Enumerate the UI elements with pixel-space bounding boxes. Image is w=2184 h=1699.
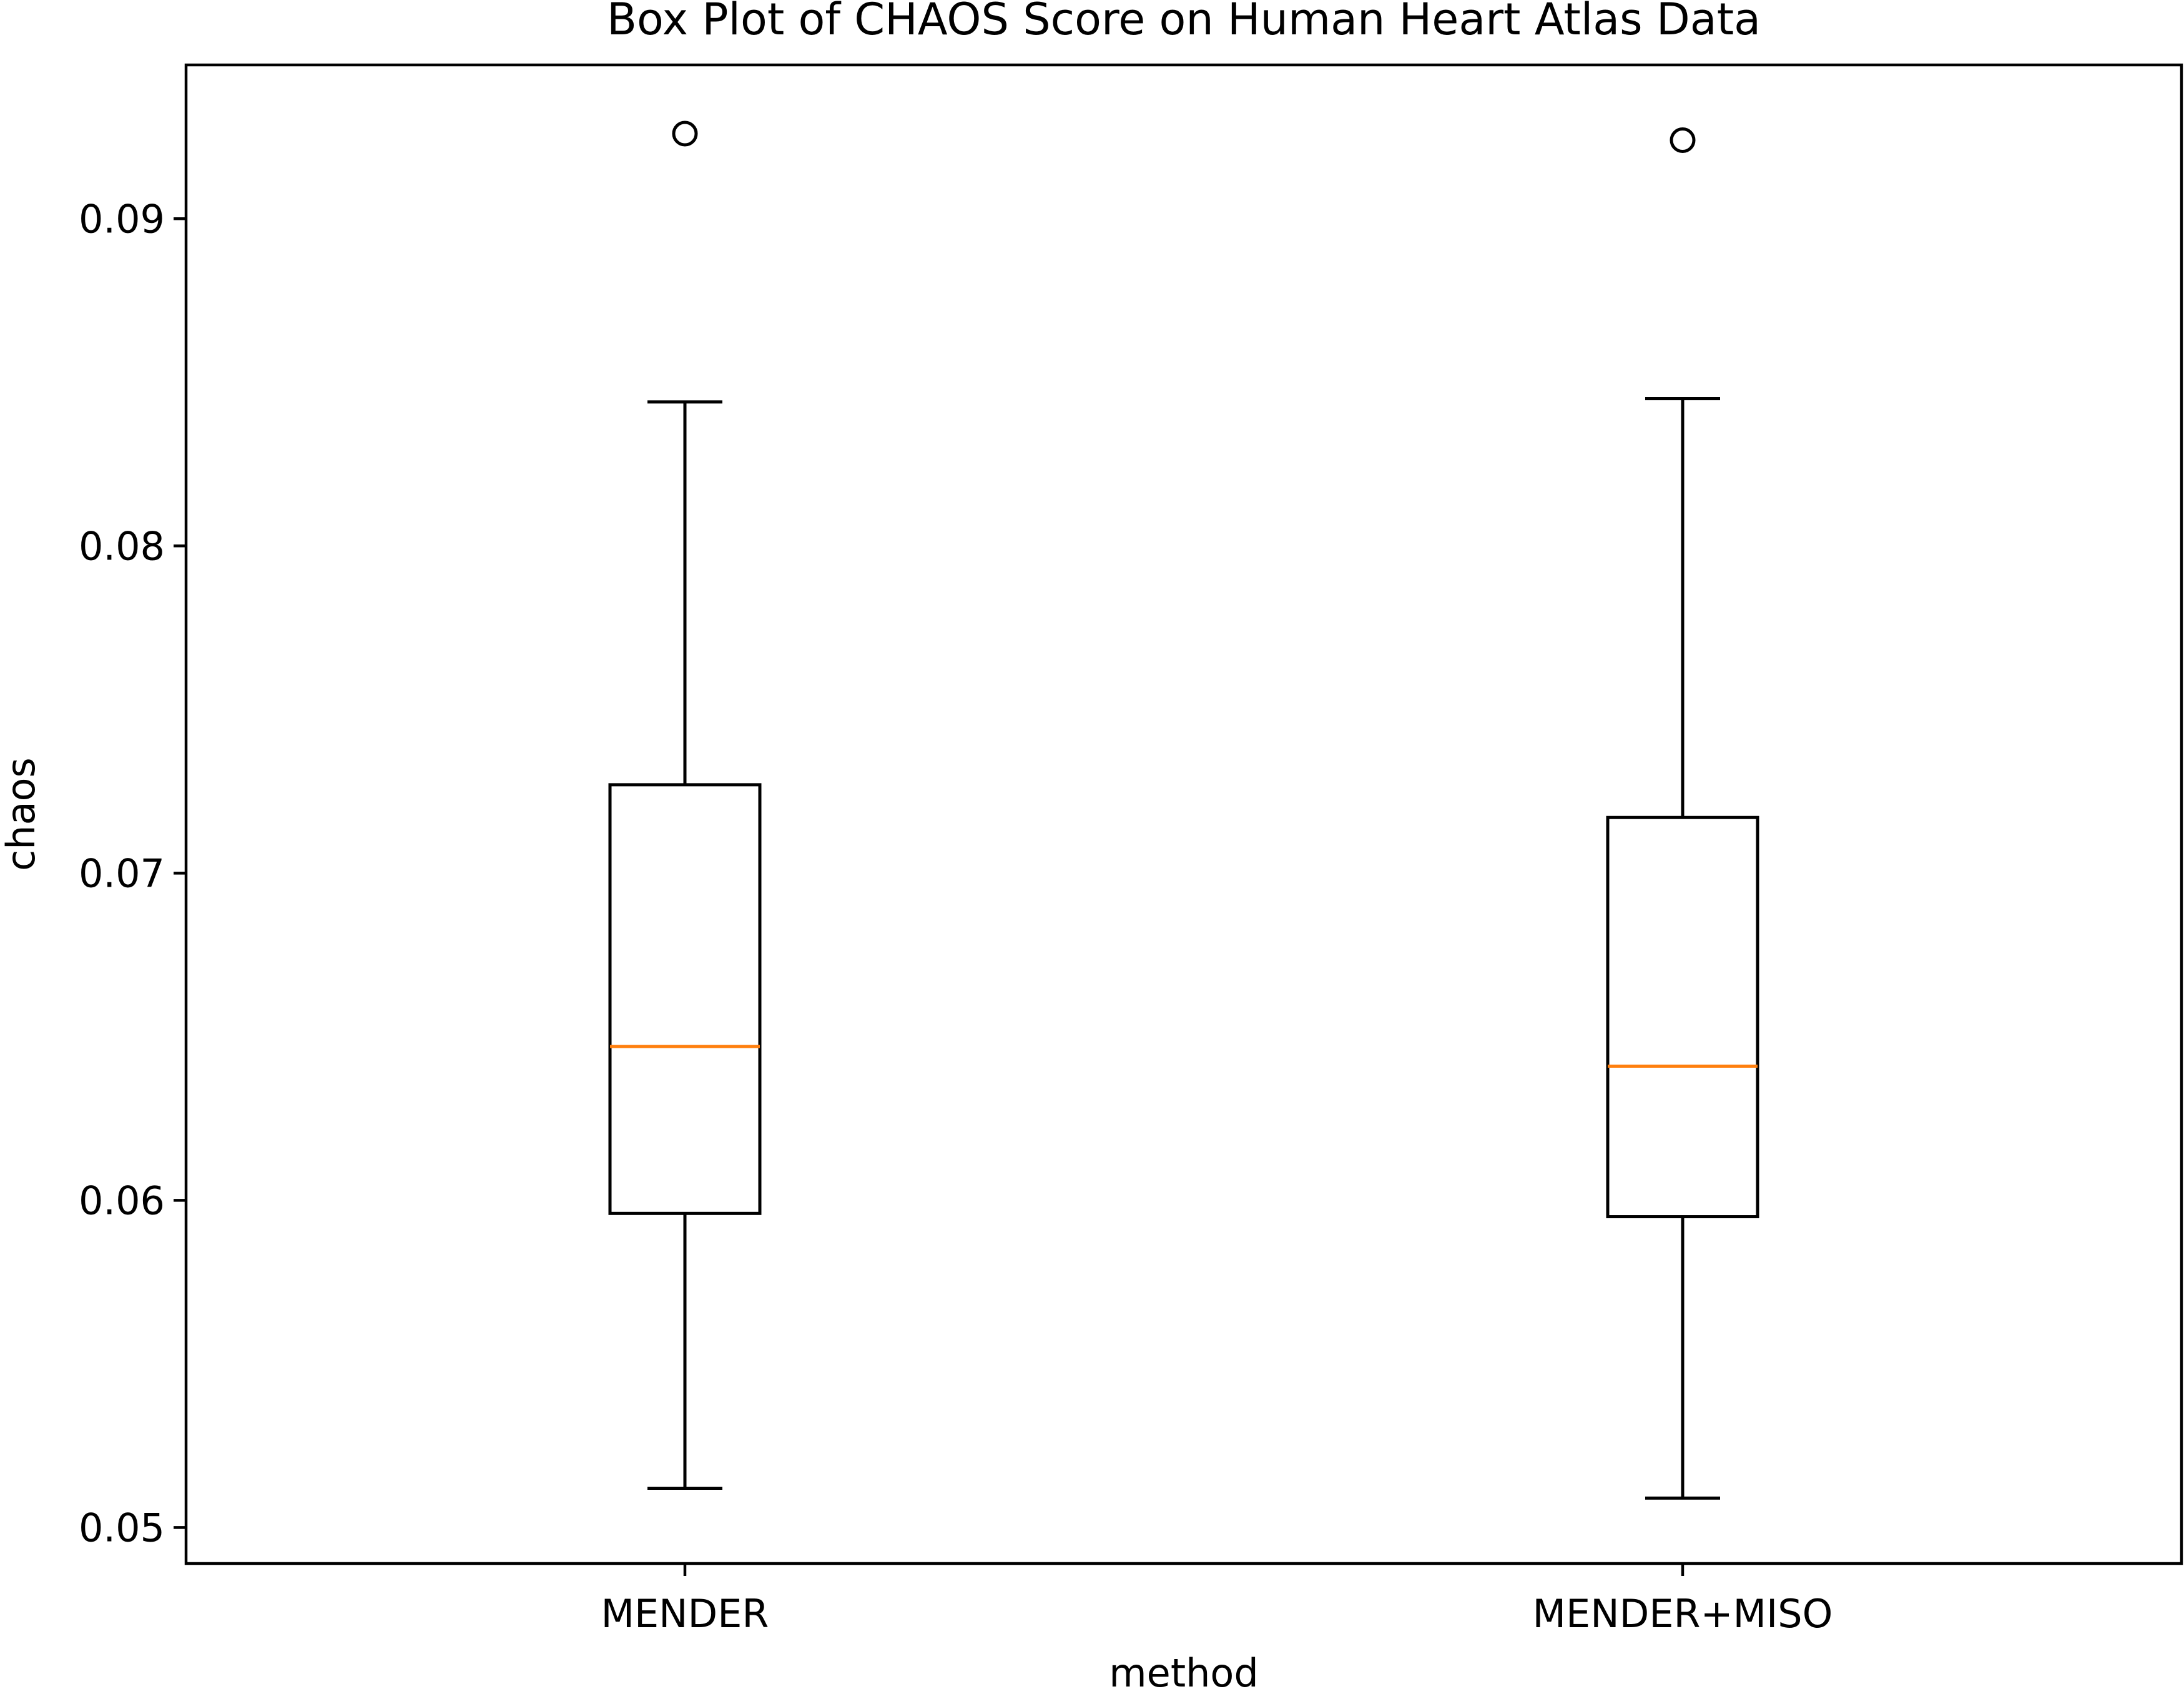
y-tick-label: 0.06: [79, 1178, 165, 1223]
y-tick-label: 0.05: [79, 1505, 165, 1550]
y-tick-label: 0.08: [79, 523, 165, 569]
outlier-point: [672, 121, 698, 147]
box-iqr: [608, 783, 762, 1215]
chart-title: Box Plot of CHAOS Score on Human Heart A…: [607, 0, 1761, 45]
axes-frame: [184, 63, 2183, 1565]
outlier-point: [1670, 127, 1696, 154]
y-tick-label: 0.07: [79, 850, 165, 896]
x-tick-label: MENDER: [601, 1591, 769, 1637]
x-axis-label: method: [1109, 1650, 1258, 1696]
x-tick-label: MENDER+MISO: [1533, 1591, 1833, 1637]
y-tick-label: 0.09: [79, 196, 165, 242]
y-axis-label: chaos: [0, 757, 44, 871]
plot-layer: 0.05 0.06 0.07 0.08 0.09 MENDER MENDER+MISO: [79, 121, 1833, 1637]
box-iqr: [1606, 815, 1759, 1219]
